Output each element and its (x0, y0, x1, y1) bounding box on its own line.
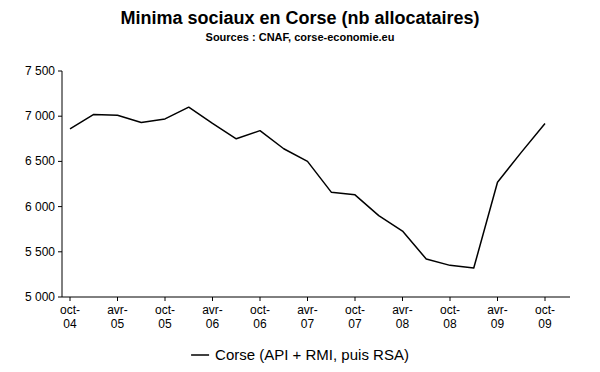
y-tick (58, 71, 62, 72)
x-tick (307, 297, 308, 301)
x-tick-label-part: 06 (253, 317, 267, 331)
x-tick-label-part: oct- (345, 303, 365, 317)
legend-label: Corse (API + RMI, puis RSA) (215, 346, 409, 363)
y-tick-label: 6 000 (25, 200, 55, 214)
y-tick (58, 206, 62, 207)
x-tick-label-part: 08 (443, 317, 457, 331)
y-tick-label: 5 500 (25, 245, 55, 259)
y-tick (58, 116, 62, 117)
subtitle: Sources : CNAF, corse-economie.eu (206, 31, 395, 43)
x-tick-label: avr-05 (107, 303, 128, 331)
x-tick-label: oct-06 (250, 303, 270, 331)
x-tick-label-part: avr- (297, 303, 318, 317)
x-tick-label-part: 07 (301, 317, 315, 331)
x-tick-label: oct-09 (535, 303, 555, 331)
chart: Minima sociaux en Corse (nb allocataires… (0, 0, 600, 372)
y-tick-label: 7 000 (25, 109, 55, 123)
x-tick (70, 297, 71, 301)
title: Minima sociaux en Corse (nb allocataires… (120, 8, 479, 28)
x-tick (165, 297, 166, 301)
x-tick-label: oct-04 (60, 303, 80, 331)
x-tick (355, 297, 356, 301)
series-line (70, 107, 545, 268)
y-tick-label: 7 500 (25, 64, 55, 78)
x-tick-label-part: 05 (158, 317, 172, 331)
x-tick-label-part: 08 (396, 317, 410, 331)
x-tick-label-part: avr- (487, 303, 508, 317)
y-tick-label: 5 000 (25, 290, 55, 304)
x-tick-label-part: 05 (111, 317, 125, 331)
x-tick-label-part: avr- (202, 303, 223, 317)
x-tick-label: oct-07 (345, 303, 365, 331)
plot-area (70, 107, 545, 268)
background (0, 0, 600, 372)
x-tick-label: avr-09 (487, 303, 508, 331)
x-tick-label: avr-06 (202, 303, 223, 331)
x-tick-label: oct-05 (155, 303, 175, 331)
x-tick-label: oct-08 (440, 303, 460, 331)
y-tick-label: 6 500 (25, 154, 55, 168)
y-tick (58, 251, 62, 252)
y-tick (58, 297, 62, 298)
x-tick (212, 297, 213, 301)
x-tick (545, 297, 546, 301)
x-tick-label-part: 04 (63, 317, 77, 331)
legend-swatch (191, 354, 209, 356)
x-tick (260, 297, 261, 301)
x-tick-label-part: avr- (107, 303, 128, 317)
x-tick (402, 297, 403, 301)
x-tick (497, 297, 498, 301)
y-tick (58, 161, 62, 162)
x-axis (62, 297, 570, 298)
x-tick (117, 297, 118, 301)
x-tick-label-part: oct- (60, 303, 80, 317)
x-tick (450, 297, 451, 301)
x-tick-label: avr-07 (297, 303, 318, 331)
x-tick-label-part: oct- (535, 303, 555, 317)
x-tick-label-part: oct- (440, 303, 460, 317)
x-tick-label-part: 06 (206, 317, 220, 331)
x-tick-label-part: 09 (491, 317, 505, 331)
x-tick-label-part: 07 (348, 317, 362, 331)
x-tick-label-part: oct- (155, 303, 175, 317)
y-axis (62, 71, 63, 297)
x-tick-label-part: oct- (250, 303, 270, 317)
x-tick-label-part: avr- (392, 303, 413, 317)
x-tick-label: avr-08 (392, 303, 413, 331)
x-tick-label-part: 09 (538, 317, 552, 331)
